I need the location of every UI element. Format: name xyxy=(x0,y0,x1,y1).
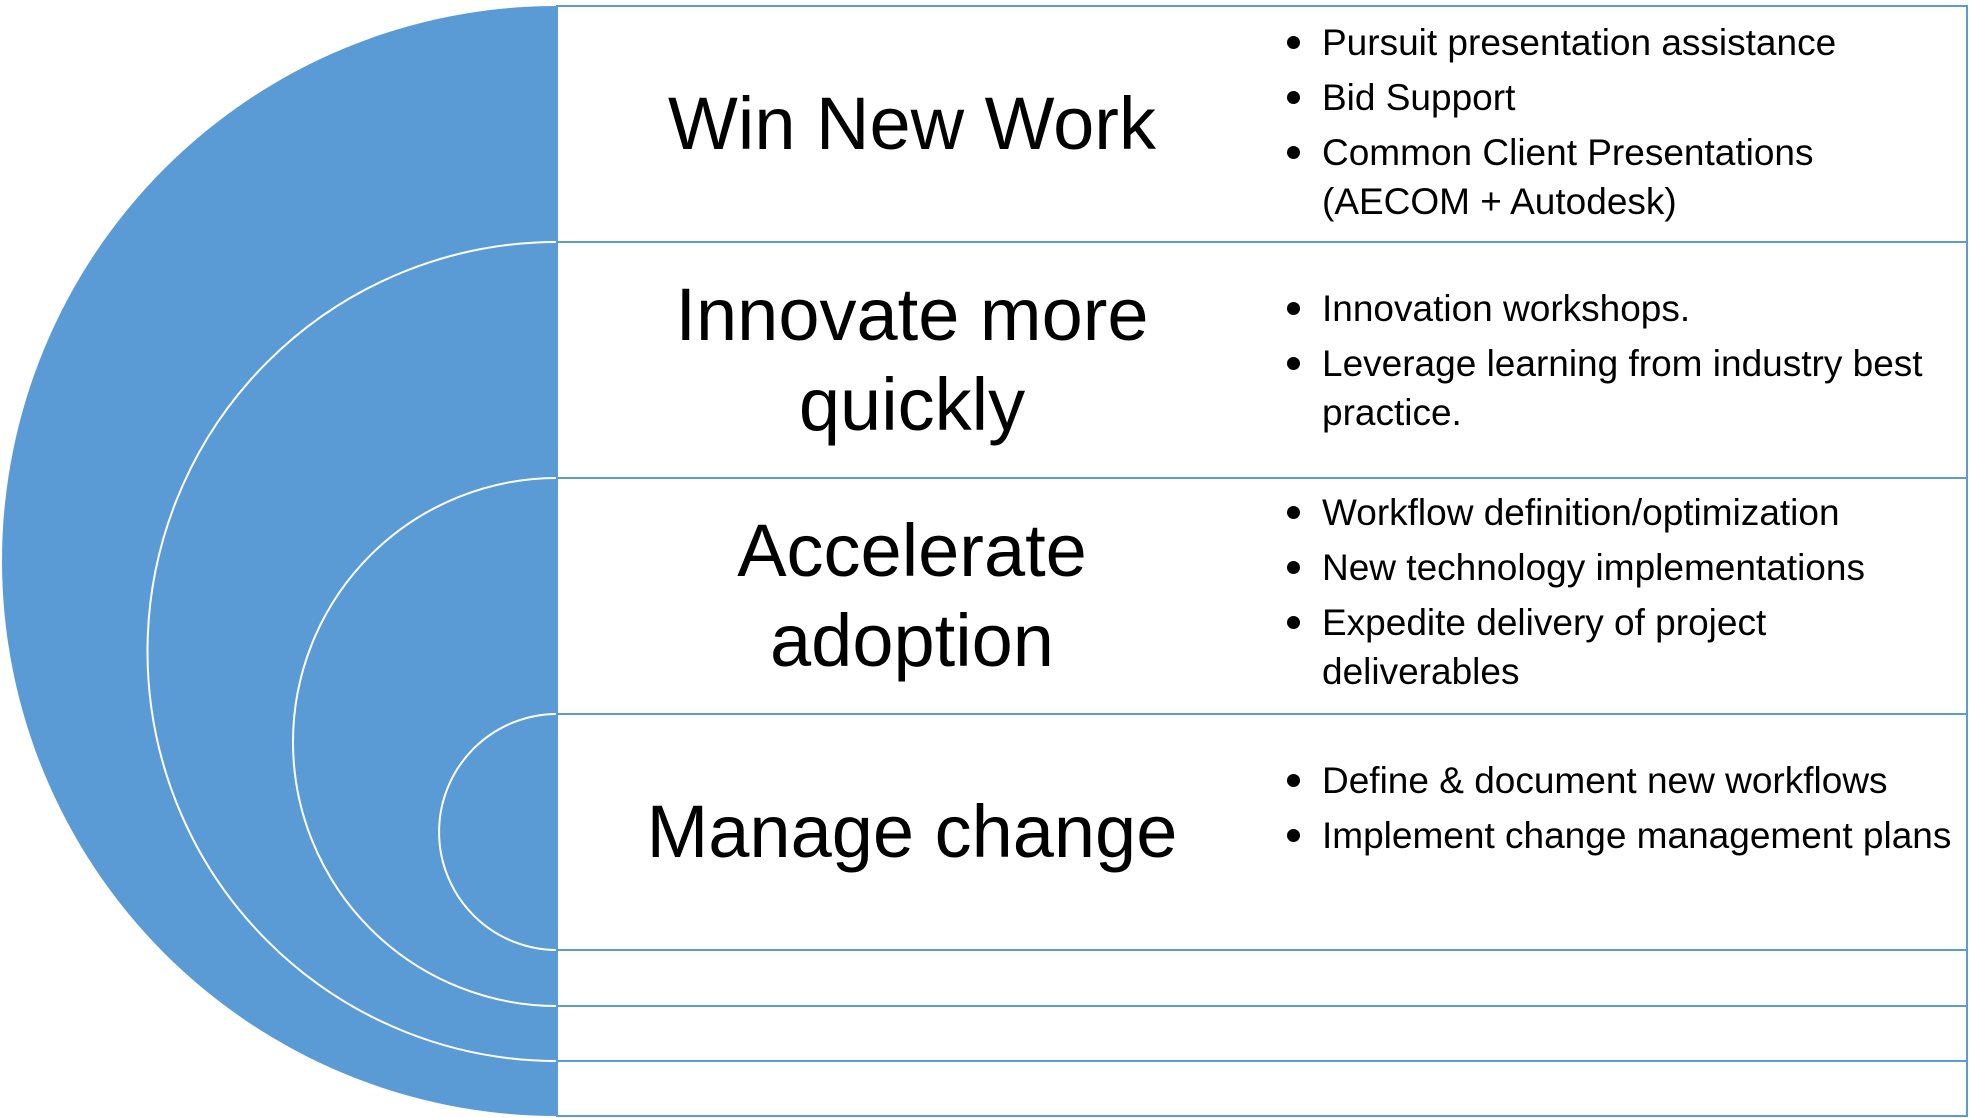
bullet-item: Implement change management plans xyxy=(1282,811,1962,860)
bullet-item: Bid Support xyxy=(1282,73,1962,122)
bullet-item: Pursuit presentation assistance xyxy=(1282,18,1962,67)
bullet-item: Expedite delivery of project deliverable… xyxy=(1282,598,1962,696)
bullet-icon xyxy=(1287,561,1300,574)
bullet-icon xyxy=(1287,616,1300,629)
level-title: Win New Work xyxy=(668,81,1156,165)
arc-line-level-3 xyxy=(292,477,558,1007)
outer-arc-shape xyxy=(2,6,557,1116)
bullet-list: Innovation workshops. Leverage learning … xyxy=(1282,284,1962,443)
level-band-innovate-more-quickly: Innovate more quickly Innovation worksho… xyxy=(557,242,1967,478)
band-box-3 xyxy=(556,477,1968,715)
level-title: Manage change xyxy=(646,789,1178,873)
band-box-1 xyxy=(556,5,1968,243)
empty-strip-1 xyxy=(556,949,1968,1007)
bullet-item: Common Client Presentations (AECOM + Aut… xyxy=(1282,128,1962,226)
bullet-item: Workflow definition/optimization xyxy=(1282,488,1962,537)
arc-line-level-4 xyxy=(438,713,558,951)
empty-strip-3 xyxy=(556,1060,1968,1117)
bullet-icon xyxy=(1287,829,1300,842)
empty-strip-2 xyxy=(556,1005,1968,1062)
level-band-manage-change: Manage change Define & document new work… xyxy=(557,714,1967,950)
bullet-item: Innovation workshops. xyxy=(1282,284,1962,333)
bullet-icon xyxy=(1287,91,1300,104)
arc-line-level-2 xyxy=(146,241,558,1062)
bullet-list: Workflow definition/optimization New tec… xyxy=(1282,488,1962,702)
bullet-icon xyxy=(1287,506,1300,519)
bullet-list: Pursuit presentation assistance Bid Supp… xyxy=(1282,18,1962,232)
level-title: Innovate more quickly xyxy=(675,272,1149,446)
bullet-item: Leverage learning from industry best pra… xyxy=(1282,339,1962,437)
band-box-2 xyxy=(556,241,1968,479)
level-title: Accelerate adoption xyxy=(737,508,1087,682)
level-band-accelerate-adoption: Accelerate adoption Workflow definition/… xyxy=(557,478,1967,714)
bullet-icon xyxy=(1287,302,1300,315)
bullet-icon xyxy=(1287,774,1300,787)
bullet-icon xyxy=(1287,357,1300,370)
bullet-list: Define & document new workflows Implemen… xyxy=(1282,756,1962,866)
bullet-icon xyxy=(1287,146,1300,159)
bullet-item: New technology implementations xyxy=(1282,543,1962,592)
level-band-win-new-work: Win New Work Pursuit presentation assist… xyxy=(557,6,1967,242)
bullet-icon xyxy=(1287,36,1300,49)
bullet-item: Define & document new workflows xyxy=(1282,756,1962,805)
